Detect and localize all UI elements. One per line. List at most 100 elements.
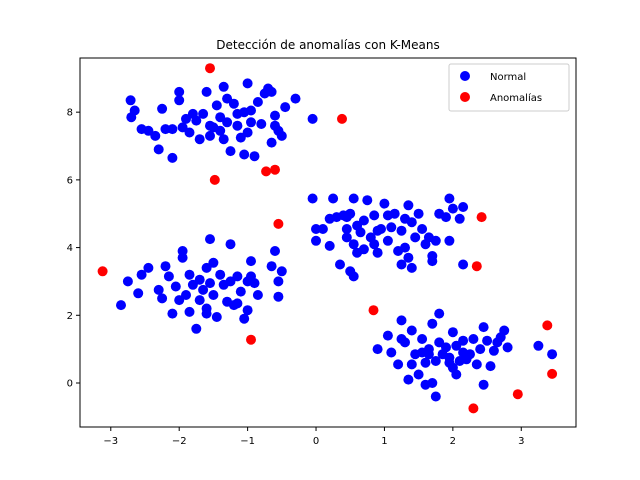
data-point: [328, 193, 339, 204]
data-point: [335, 259, 345, 270]
data-point: [184, 269, 195, 280]
x-tick-label: 2: [450, 436, 456, 447]
data-point: [358, 215, 369, 226]
data-point: [252, 97, 263, 107]
legend-box: [448, 63, 570, 112]
data-point: [225, 239, 236, 250]
data-point: [239, 313, 250, 324]
data-point: [400, 213, 410, 224]
data-point: [235, 286, 246, 297]
data-point: [499, 325, 510, 336]
data-point: [386, 347, 397, 358]
x-tick-label: −1: [240, 436, 255, 447]
data-point: [471, 359, 482, 370]
data-point: [215, 125, 226, 136]
data-point: [211, 312, 222, 322]
data-point: [368, 305, 379, 316]
data-point: [184, 306, 195, 317]
data-point: [225, 276, 236, 287]
data-point: [167, 124, 178, 135]
data-point: [372, 247, 383, 258]
data-point: [194, 134, 205, 145]
data-point: [348, 239, 359, 250]
data-point: [396, 334, 407, 344]
data-point: [400, 242, 410, 253]
data-point: [434, 308, 445, 319]
data-point: [261, 166, 272, 177]
data-point: [502, 342, 513, 353]
data-point: [225, 146, 236, 157]
data-point: [458, 202, 469, 212]
data-point: [482, 335, 493, 346]
data-point: [116, 300, 126, 311]
data-point: [191, 323, 202, 334]
data-point: [444, 193, 455, 204]
data-point: [232, 271, 243, 282]
data-point: [369, 239, 380, 250]
data-point: [129, 105, 140, 116]
data-point: [153, 144, 164, 155]
data-point: [181, 290, 191, 300]
data-point: [420, 357, 431, 368]
data-point: [341, 212, 352, 223]
data-point: [468, 403, 479, 414]
data-point: [382, 330, 393, 341]
data-point: [403, 200, 414, 211]
data-point: [191, 115, 202, 126]
data-point: [396, 259, 407, 270]
data-point: [198, 108, 209, 119]
data-point: [533, 340, 544, 351]
data-point: [451, 369, 462, 380]
data-point: [209, 174, 220, 185]
data-point: [348, 271, 359, 282]
data-point: [160, 124, 171, 135]
data-point: [246, 256, 256, 267]
data-point: [444, 235, 455, 246]
data-point: [177, 122, 188, 133]
data-point: [205, 63, 215, 74]
data-point: [201, 262, 212, 273]
data-point: [167, 308, 178, 319]
data-point: [270, 110, 280, 121]
y-tick-label: 2: [67, 311, 73, 322]
data-point: [270, 164, 280, 175]
x-tick-label: 0: [313, 436, 319, 447]
data-point: [441, 342, 451, 353]
data-point: [133, 288, 144, 299]
data-point: [136, 269, 147, 280]
data-point: [273, 218, 284, 229]
data-point: [125, 95, 136, 106]
data-point: [458, 347, 469, 358]
data-point: [194, 274, 205, 285]
data-point: [97, 266, 108, 277]
data-point: [430, 391, 441, 402]
data-point: [379, 198, 390, 209]
data-point: [355, 227, 366, 238]
data-point: [232, 298, 243, 309]
data-point: [372, 225, 383, 236]
legend-marker: [460, 92, 470, 102]
data-point: [249, 278, 260, 289]
data-point: [324, 240, 335, 251]
data-point: [406, 359, 417, 370]
legend-label: Normal: [490, 72, 526, 83]
data-point: [362, 195, 373, 206]
data-point: [547, 368, 558, 379]
data-point: [406, 262, 417, 273]
data-point: [208, 290, 219, 300]
data-point: [396, 225, 407, 236]
data-point: [488, 345, 499, 356]
x-tick-label: 1: [381, 436, 387, 447]
data-point: [242, 78, 253, 89]
data-point: [174, 86, 185, 97]
data-point: [468, 334, 479, 344]
data-point: [311, 224, 321, 234]
data-point: [341, 224, 352, 234]
data-point: [476, 212, 487, 223]
data-point: [208, 257, 219, 268]
legend-marker: [460, 71, 470, 81]
data-point: [215, 269, 226, 280]
data-point: [430, 356, 441, 366]
y-tick-label: 8: [67, 108, 73, 119]
data-point: [239, 149, 250, 160]
